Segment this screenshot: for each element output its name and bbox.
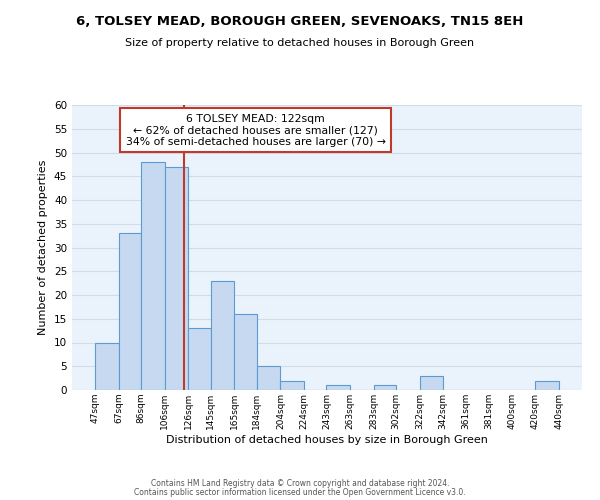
Bar (280, 380, 304, 390)
Y-axis label: Number of detached properties: Number of detached properties (38, 160, 49, 335)
Bar (235, 314, 257, 390)
Text: Size of property relative to detached houses in Borough Green: Size of property relative to detached ho… (125, 38, 475, 48)
Bar (119, 233, 141, 390)
Bar (257, 366, 280, 390)
Bar (535, 380, 559, 390)
Text: Contains HM Land Registry data © Crown copyright and database right 2024.: Contains HM Land Registry data © Crown c… (151, 478, 449, 488)
Bar (95, 342, 119, 390)
Bar (419, 376, 443, 390)
X-axis label: Distribution of detached houses by size in Borough Green: Distribution of detached houses by size … (166, 434, 488, 444)
Text: 6, TOLSEY MEAD, BOROUGH GREEN, SEVENOAKS, TN15 8EH: 6, TOLSEY MEAD, BOROUGH GREEN, SEVENOAKS… (76, 15, 524, 28)
Bar (211, 281, 235, 390)
Text: Contains public sector information licensed under the Open Government Licence v3: Contains public sector information licen… (134, 488, 466, 497)
Bar (188, 328, 211, 390)
Bar (374, 385, 396, 390)
Bar (165, 167, 188, 390)
Bar (326, 385, 350, 390)
Bar (141, 162, 165, 390)
Text: 6 TOLSEY MEAD: 122sqm
← 62% of detached houses are smaller (127)
34% of semi-det: 6 TOLSEY MEAD: 122sqm ← 62% of detached … (125, 114, 386, 147)
